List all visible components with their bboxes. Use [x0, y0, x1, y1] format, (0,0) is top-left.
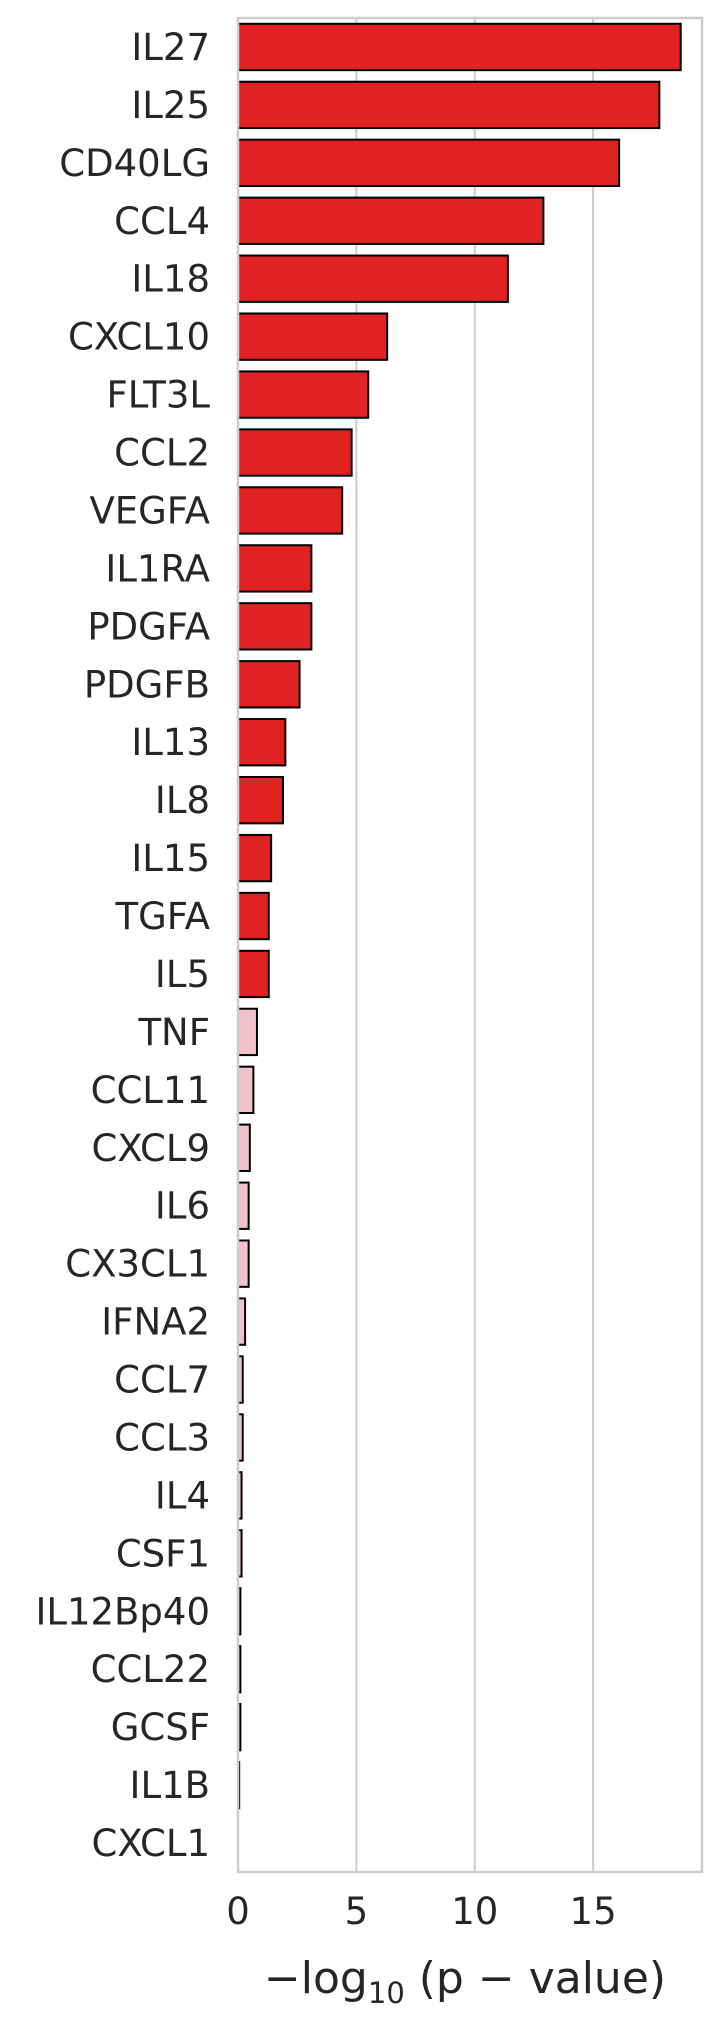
- bar-cxcl10: [237, 312, 389, 361]
- bar-il27: [237, 22, 682, 72]
- bar-il13: [237, 718, 287, 767]
- category-label: IL1B: [130, 1764, 210, 1807]
- category-label: GCSF: [111, 1706, 210, 1749]
- bar-il8: [237, 775, 284, 825]
- x-tick-label: 15: [570, 1890, 617, 1933]
- category-label: CCL7: [114, 1359, 210, 1402]
- bar-tgfa: [237, 891, 270, 941]
- category-label: CCL22: [91, 1648, 210, 1691]
- bar-il5: [237, 949, 270, 999]
- bar-il15: [237, 833, 273, 883]
- category-label: FLT3L: [106, 374, 210, 417]
- category-label: CD40LG: [59, 142, 210, 185]
- category-label: CSF1: [116, 1532, 210, 1575]
- category-label: IL13: [131, 721, 210, 764]
- bar-ccl4: [237, 196, 545, 245]
- category-label: IL25: [131, 84, 210, 127]
- bar-pdgfa: [237, 602, 313, 651]
- bars: [237, 22, 682, 1810]
- category-label: CCL11: [91, 1069, 210, 1112]
- bar-cx3cl1: [237, 1239, 250, 1288]
- bar-il1ra: [237, 544, 313, 593]
- category-label: PDGFA: [87, 605, 210, 648]
- bar-ccl11: [237, 1065, 255, 1115]
- category-label: IL8: [155, 779, 210, 822]
- category-label: IL1RA: [105, 547, 210, 590]
- x-tick-label: 10: [451, 1890, 498, 1933]
- x-tick-labels: 0 5 10 15: [226, 1890, 616, 1933]
- bar-vegfa: [237, 486, 344, 535]
- category-label: IL18: [131, 258, 210, 301]
- bar-pdgfb: [237, 660, 301, 709]
- category-labels: IL27 IL25 CD40LG CCL4 IL18 CXCL10 FLT3L CCL2 VEG…: [35, 26, 210, 1865]
- category-label: CCL2: [114, 432, 210, 475]
- category-label: CXCL10: [68, 316, 210, 359]
- category-label: CXCL9: [92, 1127, 210, 1170]
- category-label: CX3CL1: [65, 1243, 210, 1286]
- bar-ccl2: [237, 428, 353, 477]
- x-axis-label: −log10 (p − value): [264, 1953, 666, 2010]
- bar-cxcl9: [237, 1123, 251, 1172]
- bar-il25: [237, 80, 661, 130]
- category-label: IL4: [155, 1474, 210, 1517]
- bar-tnf: [237, 1007, 258, 1057]
- category-label: TGFA: [115, 895, 210, 938]
- bar-il6: [237, 1181, 250, 1230]
- category-label: IL15: [131, 837, 210, 880]
- bar-flt3l: [237, 370, 370, 419]
- bar-il18: [237, 254, 509, 303]
- x-tick-label: 0: [226, 1890, 250, 1933]
- category-label: IFNA2: [101, 1301, 210, 1344]
- category-label: IL27: [131, 26, 210, 69]
- category-label: CXCL1: [92, 1822, 210, 1865]
- category-label: IL5: [155, 953, 210, 996]
- plot-frame: [236, 16, 704, 1874]
- category-label: TNF: [137, 1011, 210, 1054]
- x-tick-label: 5: [345, 1890, 369, 1933]
- category-label: CCL4: [114, 200, 210, 243]
- category-label: VEGFA: [89, 489, 210, 532]
- category-label: IL6: [155, 1185, 210, 1228]
- category-label: CCL3: [114, 1416, 210, 1459]
- bar-cd40lg: [237, 138, 621, 188]
- category-label: PDGFB: [84, 663, 210, 706]
- category-label: IL12Bp40: [35, 1590, 210, 1633]
